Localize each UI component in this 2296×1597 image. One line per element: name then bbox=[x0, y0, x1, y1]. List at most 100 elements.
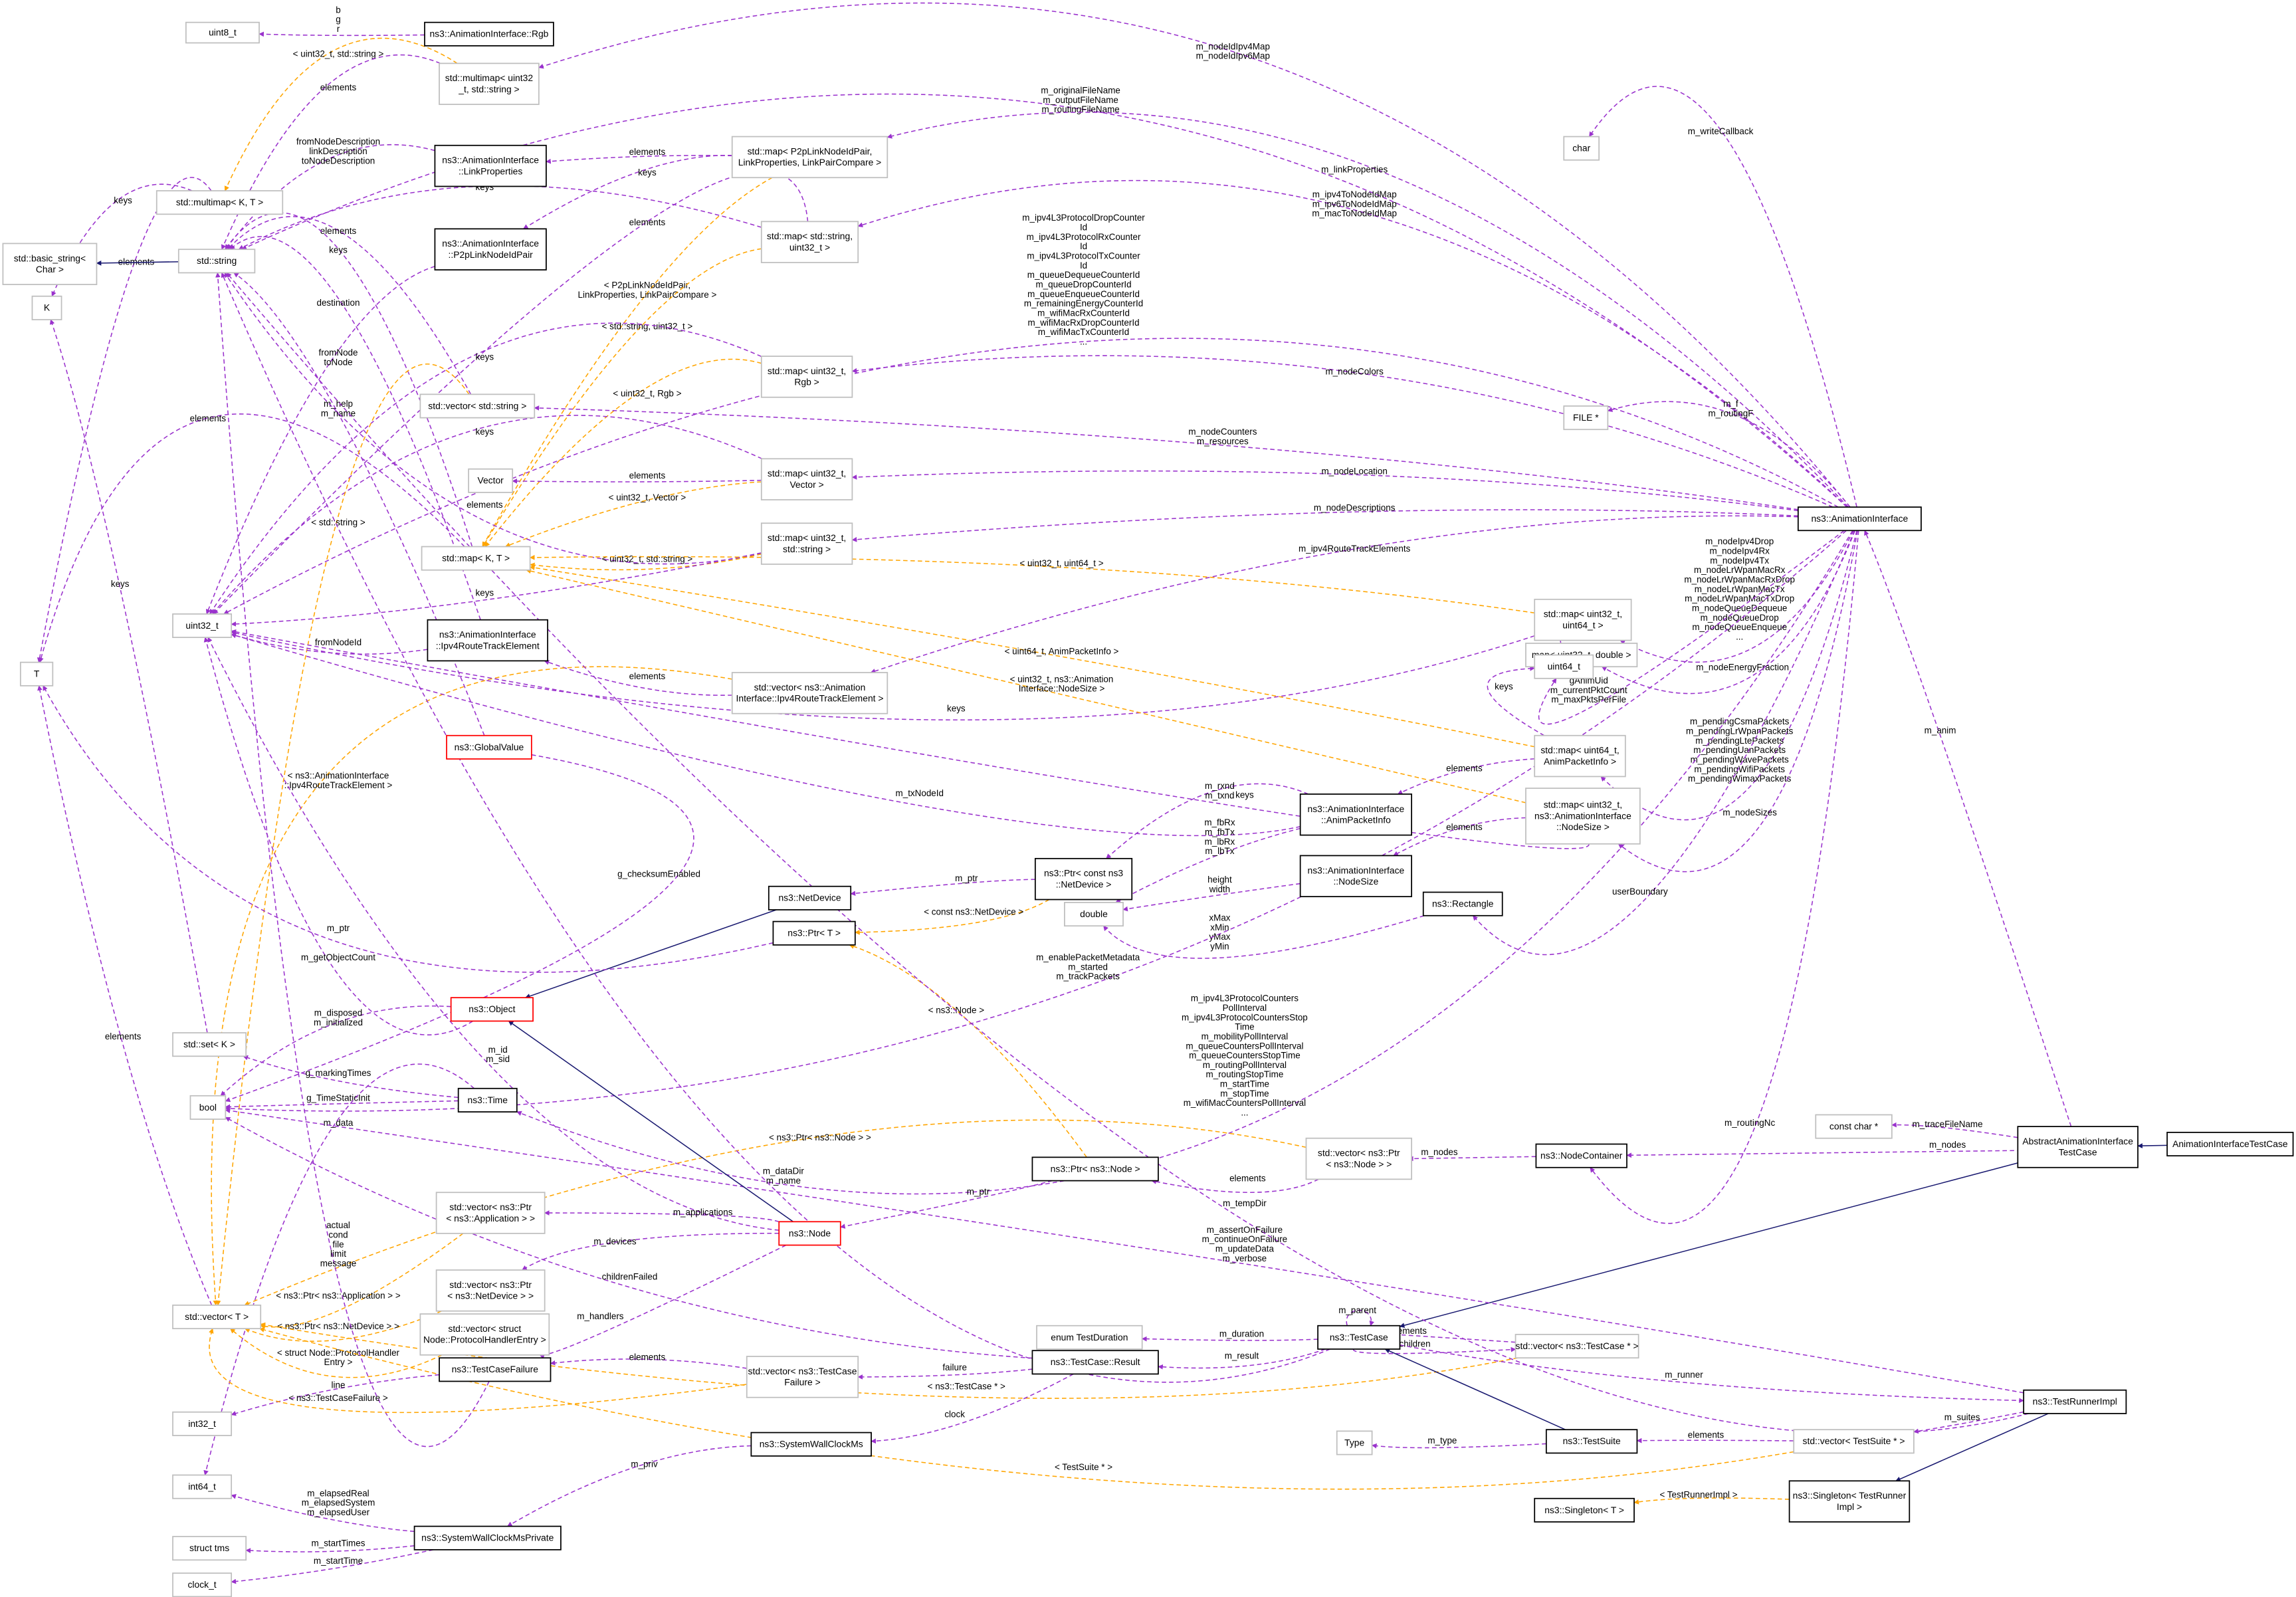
class-node-basicStr[interactable]: std::basic_string<Char > bbox=[2, 243, 98, 285]
class-node-testSuite[interactable]: ns3::TestSuite bbox=[1545, 1429, 1638, 1454]
class-node-linkProps[interactable]: ns3::AnimationInterface::LinkProperties bbox=[434, 144, 547, 187]
class-node-vector[interactable]: Vector bbox=[468, 468, 514, 493]
class-node-u32[interactable]: uint32_t bbox=[172, 613, 233, 639]
class-node-mapStrU32[interactable]: std::map< std::string,uint32_t > bbox=[760, 221, 859, 263]
class-node-mapU32Rgb[interactable]: std::map< uint32_t,Rgb > bbox=[760, 356, 853, 398]
class-node-K[interactable]: K bbox=[31, 295, 62, 320]
edge-label: fromNodeDescription bbox=[296, 137, 380, 147]
edge-label: m_routingNc bbox=[1724, 1118, 1775, 1128]
class-node-rgb[interactable]: ns3::AnimationInterface::Rgb bbox=[424, 21, 554, 47]
class-node-nodeContainer[interactable]: ns3::NodeContainer bbox=[1535, 1143, 1627, 1168]
class-node-rect[interactable]: ns3::Rectangle bbox=[1422, 891, 1503, 916]
edge-label: m_ipv4L3ProtocolCounters bbox=[1191, 994, 1299, 1004]
node-box bbox=[731, 136, 888, 179]
class-node-animPkt[interactable]: ns3::AnimationInterface::AnimPacketInfo bbox=[1299, 794, 1413, 836]
class-node-mapU64Api[interactable]: std::map< uint64_t,AnimPacketInfo > bbox=[1534, 734, 1626, 778]
class-node-vecIpv4rte[interactable]: std::vector< ns3::AnimationInterface::Ip… bbox=[731, 672, 888, 714]
class-node-mapU32Str[interactable]: std::map< uint32_t,std::string > bbox=[760, 522, 853, 565]
usage-edge-line bbox=[506, 1445, 752, 1527]
class-node-constChar[interactable]: const char * bbox=[1815, 1114, 1893, 1139]
class-node-mapU32Vec[interactable]: std::map< uint32_t,Vector > bbox=[760, 458, 853, 500]
class-node-vecTcf[interactable]: std::vector< ns3::TestCaseFailure > bbox=[746, 1356, 859, 1398]
class-node-p2pPair[interactable]: ns3::AnimationInterface::P2pLinkNodeIdPa… bbox=[434, 228, 547, 270]
class-node-vecStr[interactable]: std::vector< std::string > bbox=[419, 393, 536, 419]
edge-label: m_runner bbox=[1665, 1370, 1703, 1380]
class-node-time[interactable]: ns3::Time bbox=[457, 1087, 518, 1113]
edge-label: g_TimeStaticInit bbox=[306, 1093, 370, 1103]
node-box bbox=[1534, 734, 1626, 778]
class-node-testCase[interactable]: ns3::TestCase bbox=[1317, 1325, 1401, 1350]
class-node-bool[interactable]: bool bbox=[189, 1095, 227, 1120]
class-node-globalValue[interactable]: ns3::GlobalValue bbox=[446, 734, 532, 760]
class-node-ai[interactable]: ns3::AnimationInterface bbox=[1797, 506, 1922, 532]
class-node-char[interactable]: char bbox=[1563, 136, 1600, 161]
class-node-aitc[interactable]: AnimationInterfaceTestCase bbox=[2166, 1132, 2294, 1157]
class-node-tcf[interactable]: ns3::TestCaseFailure bbox=[439, 1357, 552, 1382]
class-node-vecPhe[interactable]: std::vector< structNode::ProtocolHandler… bbox=[419, 1313, 550, 1356]
class-node-vecT[interactable]: std::vector< T > bbox=[172, 1305, 262, 1330]
class-node-node[interactable]: ns3::Node bbox=[778, 1221, 841, 1246]
edge-mapU32Ns-to-u32: keys bbox=[231, 629, 1590, 849]
class-node-tms[interactable]: struct tms bbox=[172, 1536, 247, 1561]
class-node-swcm[interactable]: ns3::SystemWallClockMs bbox=[750, 1432, 872, 1457]
class-node-vecApp[interactable]: std::vector< ns3::Ptr< ns3::Application … bbox=[435, 1192, 546, 1234]
class-node-clock[interactable]: clock_t bbox=[172, 1572, 233, 1597]
class-node-type[interactable]: Type bbox=[1336, 1430, 1373, 1455]
class-node-ipv4rte[interactable]: ns3::AnimationInterface::Ipv4RouteTrackE… bbox=[427, 619, 548, 662]
class-node-vecPtrNode[interactable]: std::vector< ns3::Ptr< ns3::Node > > bbox=[1305, 1137, 1413, 1180]
class-node-ptrConstNd[interactable]: ns3::Ptr< const ns3::NetDevice > bbox=[1034, 857, 1133, 901]
edge-label: keys bbox=[476, 427, 494, 437]
class-node-setK[interactable]: std::set< K > bbox=[172, 1032, 247, 1057]
class-node-enumTd[interactable]: enum TestDuration bbox=[1036, 1325, 1143, 1350]
class-node-ptrNode[interactable]: ns3::Ptr< ns3::Node > bbox=[1031, 1156, 1159, 1182]
class-node-str[interactable]: std::string bbox=[177, 249, 256, 274]
edge-label: m_getObjectCount bbox=[301, 952, 375, 962]
edge-label: m_initialized bbox=[314, 1017, 363, 1027]
class-node-result[interactable]: ns3::TestCase::Result bbox=[1031, 1350, 1159, 1375]
template-edge-line bbox=[526, 568, 1526, 803]
class-node-vecTs[interactable]: std::vector< TestSuite * > bbox=[1793, 1429, 1915, 1454]
class-node-vecTc[interactable]: std::vector< ns3::TestCase * > bbox=[1514, 1334, 1639, 1359]
class-node-mapKT[interactable]: std::map< K, T > bbox=[421, 546, 531, 571]
class-node-singletonTri[interactable]: ns3::Singleton< TestRunnerImpl > bbox=[1788, 1480, 1911, 1523]
usage-edge-line bbox=[231, 629, 1590, 849]
class-node-nodeSize[interactable]: ns3::AnimationInterface::NodeSize bbox=[1299, 855, 1413, 898]
edge-mapP2p-to-mapKT: < P2pLinkNodeIdPair,LinkProperties, Link… bbox=[482, 177, 773, 548]
class-node-mmKT[interactable]: std::multimap< K, T > bbox=[156, 190, 284, 215]
node-label: ns3::NetDevice bbox=[778, 893, 841, 903]
class-node-mmU32Str[interactable]: std::multimap< uint32_t, std::string > bbox=[439, 62, 540, 105]
class-node-u64[interactable]: uint64_t bbox=[1534, 654, 1594, 679]
class-node-mapU32Ns[interactable]: std::map< uint32_t,ns3::AnimationInterfa… bbox=[1525, 788, 1641, 845]
class-node-T[interactable]: T bbox=[19, 661, 54, 687]
edge-ai-to-mapStrU32: m_ipv4ToNodeIdMapm_ipv6ToNodeIdMapm_macT… bbox=[857, 179, 1848, 508]
edge-mapU32U64-to-u32: keys bbox=[231, 630, 1535, 721]
class-node-double[interactable]: double bbox=[1064, 902, 1124, 927]
edge-animPkt-to-u32: m_txNodeId bbox=[231, 633, 1301, 837]
class-node-object[interactable]: ns3::Object bbox=[450, 997, 534, 1022]
class-node-swcmp[interactable]: ns3::SystemWallClockMsPrivate bbox=[413, 1525, 562, 1550]
node-box bbox=[1514, 1334, 1639, 1359]
edge-mapU64Api-to-animPkt: elements bbox=[1397, 758, 1535, 795]
class-node-netDevice[interactable]: ns3::NetDevice bbox=[768, 885, 852, 910]
edge-abstract-to-constChar: m_traceFileName bbox=[1891, 1119, 2018, 1138]
class-node-u8[interactable]: uint8_t bbox=[185, 21, 260, 44]
edge-label: m_outputFileName bbox=[1043, 95, 1118, 105]
class-node-mapU32U64[interactable]: std::map< uint32_t,uint64_t > bbox=[1534, 598, 1632, 641]
edge-label: m_f bbox=[1723, 399, 1738, 409]
class-node-vecNd[interactable]: std::vector< ns3::Ptr< ns3::NetDevice > … bbox=[435, 1269, 546, 1312]
node-label: ns3::GlobalValue bbox=[455, 742, 524, 752]
class-node-tri[interactable]: ns3::TestRunnerImpl bbox=[2023, 1389, 2127, 1414]
class-node-i32[interactable]: int32_t bbox=[172, 1411, 233, 1436]
node-label: std::map< uint32_t, bbox=[1544, 799, 1622, 810]
class-node-i64[interactable]: int64_t bbox=[172, 1474, 233, 1499]
usage-edge-line bbox=[1864, 530, 2072, 1127]
class-node-file[interactable]: FILE * bbox=[1563, 405, 1609, 431]
edge-mapU32Ns-to-nodeSize: elements bbox=[1393, 817, 1526, 857]
node-box bbox=[177, 249, 256, 274]
class-node-singletonT[interactable]: ns3::Singleton< T > bbox=[1534, 1497, 1635, 1523]
class-node-ptrT[interactable]: ns3::Ptr< T > bbox=[772, 920, 856, 946]
node-label: Vector > bbox=[789, 479, 823, 490]
class-node-mapP2p[interactable]: std::map< P2pLinkNodeIdPair,LinkProperti… bbox=[731, 136, 888, 179]
